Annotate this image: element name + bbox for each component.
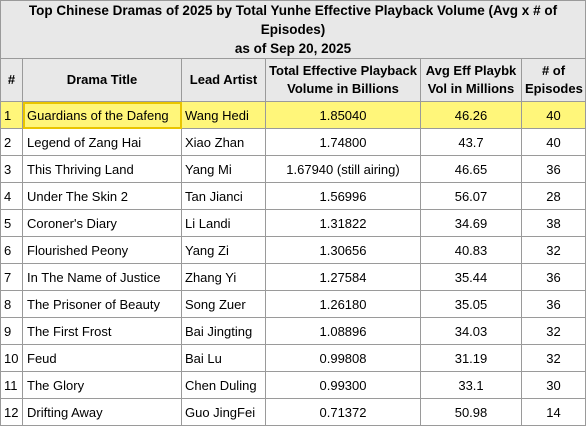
cell-title: Legend of Zang Hai xyxy=(22,128,182,156)
header-title: Drama Title xyxy=(22,58,182,102)
cell-total: 1.67940 (still airing) xyxy=(265,155,421,183)
cell-total: 1.08896 xyxy=(265,317,421,345)
cell-eps: 40 xyxy=(521,128,586,156)
header-artist: Lead Artist xyxy=(181,58,266,102)
table-row: 6 Flourished Peony Yang Zi 1.30656 40.83 32 xyxy=(0,236,586,264)
cell-num: 8 xyxy=(0,290,23,318)
cell-avg: 43.7 xyxy=(420,128,522,156)
table-body: 1 Guardians of the Dafeng Wang Hedi 1.85040… xyxy=(0,101,586,426)
table-title: Top Chinese Dramas of 2025 by Total Yunh… xyxy=(0,0,586,59)
cell-total: 0.99300 xyxy=(265,371,421,399)
table-row: 2 Legend of Zang Hai Xiao Zhan 1.74800 43.7 4… xyxy=(0,128,586,156)
cell-eps: 28 xyxy=(521,182,586,210)
cell-title: This Thriving Land xyxy=(22,155,182,183)
header-row: # Drama Title Lead Artist Total Effectiv… xyxy=(0,58,586,102)
cell-title: Feud xyxy=(22,344,182,372)
cell-eps: 40 xyxy=(521,101,586,129)
cell-num: 2 xyxy=(0,128,23,156)
cell-total: 1.56996 xyxy=(265,182,421,210)
cell-num: 5 xyxy=(0,209,23,237)
cell-eps: 32 xyxy=(521,344,586,372)
header-eps: # of Episodes xyxy=(521,58,586,102)
header-avg: Avg Eff Playbk Vol in Millions xyxy=(420,58,522,102)
cell-artist: Bai Jingting xyxy=(181,317,266,345)
cell-num: 3 xyxy=(0,155,23,183)
cell-avg: 46.65 xyxy=(420,155,522,183)
cell-avg: 35.05 xyxy=(420,290,522,318)
cell-avg: 56.07 xyxy=(420,182,522,210)
cell-total: 1.85040 xyxy=(265,101,421,129)
cell-title: Drifting Away xyxy=(22,398,182,426)
cell-eps: 36 xyxy=(521,155,586,183)
table-row: 5 Coroner's Diary Li Landi 1.31822 34.69 38 xyxy=(0,209,586,237)
cell-avg: 35.44 xyxy=(420,263,522,291)
cell-artist: Yang Zi xyxy=(181,236,266,264)
cell-total: 1.31822 xyxy=(265,209,421,237)
cell-total: 1.27584 xyxy=(265,263,421,291)
cell-avg: 33.1 xyxy=(420,371,522,399)
cell-eps: 38 xyxy=(521,209,586,237)
cell-avg: 40.83 xyxy=(420,236,522,264)
cell-total: 1.30656 xyxy=(265,236,421,264)
table-row: 12 Drifting Away Guo JingFei 0.71372 50.98 14 xyxy=(0,398,586,426)
cell-artist: Tan Jianci xyxy=(181,182,266,210)
cell-num: 11 xyxy=(0,371,23,399)
table-row: 4 Under The Skin 2 Tan Jianci 1.56996 56.07 2… xyxy=(0,182,586,210)
cell-num: 4 xyxy=(0,182,23,210)
table-row: 7 In The Name of Justice Zhang Yi 1.27584 35… xyxy=(0,263,586,291)
cell-artist: Bai Lu xyxy=(181,344,266,372)
cell-total: 0.71372 xyxy=(265,398,421,426)
cell-title: Flourished Peony xyxy=(22,236,182,264)
cell-num: 9 xyxy=(0,317,23,345)
cell-num: 10 xyxy=(0,344,23,372)
cell-title: Under The Skin 2 xyxy=(22,182,182,210)
cell-eps: 36 xyxy=(521,290,586,318)
cell-avg: 46.26 xyxy=(420,101,522,129)
cell-artist: Yang Mi xyxy=(181,155,266,183)
table-row: 3 This Thriving Land Yang Mi 1.67940 (still… xyxy=(0,155,586,183)
cell-artist: Xiao Zhan xyxy=(181,128,266,156)
cell-num: 7 xyxy=(0,263,23,291)
cell-num: 6 xyxy=(0,236,23,264)
cell-title: The Glory xyxy=(22,371,182,399)
cell-artist: Zhang Yi xyxy=(181,263,266,291)
cell-eps: 32 xyxy=(521,236,586,264)
cell-avg: 34.69 xyxy=(420,209,522,237)
cell-artist: Guo JingFei xyxy=(181,398,266,426)
table-title-line2: as of Sep 20, 2025 xyxy=(234,41,352,56)
table-row: 9 The First Frost Bai Jingting 1.08896 34.03… xyxy=(0,317,586,345)
cell-eps: 32 xyxy=(521,317,586,345)
table-title-line1: Top Chinese Dramas of 2025 by Total Yunh… xyxy=(28,3,558,37)
cell-eps: 30 xyxy=(521,371,586,399)
cell-artist: Song Zuer xyxy=(181,290,266,318)
header-num: # xyxy=(0,58,23,102)
cell-title: Coroner's Diary xyxy=(22,209,182,237)
title-row: Top Chinese Dramas of 2025 by Total Yunh… xyxy=(0,0,586,59)
cell-total: 1.26180 xyxy=(265,290,421,318)
cell-total: 0.99808 xyxy=(265,344,421,372)
cell-artist: Chen Duling xyxy=(181,371,266,399)
cell-total: 1.74800 xyxy=(265,128,421,156)
cell-avg: 50.98 xyxy=(420,398,522,426)
cell-title: The Prisoner of Beauty xyxy=(22,290,182,318)
header-total: Total Effective Playback Volume in Billi… xyxy=(265,58,421,102)
table-row: 11 The Glory Chen Duling 0.99300 33.1 30 xyxy=(0,371,586,399)
table-row: 1 Guardians of the Dafeng Wang Hedi 1.85040… xyxy=(0,101,586,129)
cell-num: 1 xyxy=(0,101,23,129)
cell-title: In The Name of Justice xyxy=(22,263,182,291)
cell-title: Guardians of the Dafeng xyxy=(22,101,182,129)
cell-avg: 31.19 xyxy=(420,344,522,372)
cell-title: The First Frost xyxy=(22,317,182,345)
cell-artist: Li Landi xyxy=(181,209,266,237)
cell-eps: 14 xyxy=(521,398,586,426)
cell-avg: 34.03 xyxy=(420,317,522,345)
cell-artist: Wang Hedi xyxy=(181,101,266,129)
cell-eps: 36 xyxy=(521,263,586,291)
cell-num: 12 xyxy=(0,398,23,426)
table-row: 8 The Prisoner of Beauty Song Zuer 1.26180 3… xyxy=(0,290,586,318)
table-row: 10 Feud Bai Lu 0.99808 31.19 32 xyxy=(0,344,586,372)
